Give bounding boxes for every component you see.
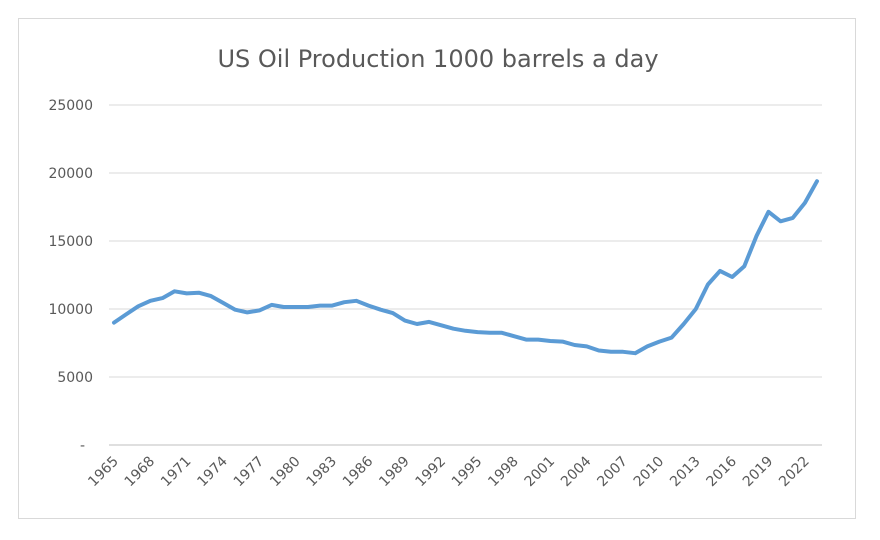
- x-tick-label: 2004: [558, 453, 595, 490]
- x-tick-label: 1995: [449, 454, 486, 491]
- x-tick-label: 1992: [413, 454, 450, 491]
- x-axis-tick-labels: 1965 1968 1971 1974 1977 1980 1983 1986 1989 1992…: [85, 453, 812, 490]
- x-tick-label: 2013: [667, 454, 704, 491]
- y-tick-label: 15000: [48, 234, 93, 250]
- series-line-us-oil-production: [112, 179, 819, 356]
- y-tick-label: 25000: [48, 98, 93, 114]
- y-tick-label: 5000: [57, 370, 93, 386]
- x-tick-label: 1986: [340, 453, 377, 490]
- y-tick-label: 10000: [48, 302, 93, 318]
- x-tick-label: 2019: [740, 454, 777, 491]
- x-tick-label: 2010: [631, 454, 668, 491]
- x-tick-label: 1983: [303, 454, 340, 491]
- x-tick-label: 1968: [122, 454, 159, 491]
- gridlines: [109, 104, 822, 446]
- x-tick-label: 2007: [594, 454, 631, 491]
- x-tick-label: 1989: [376, 454, 413, 491]
- chart-title: US Oil Production 1000 barrels a day: [217, 45, 658, 73]
- x-tick-label: 1980: [267, 454, 304, 491]
- x-tick-label: 1974: [194, 453, 231, 490]
- x-tick-label: 1971: [158, 454, 195, 491]
- x-tick-label: 1998: [485, 454, 522, 491]
- x-tick-label: 2016: [703, 453, 740, 490]
- x-tick-label: 2001: [522, 454, 559, 491]
- y-axis-tick-labels: - 5000 10000 15000 20000 25000: [48, 98, 93, 454]
- x-tick-label: 1965: [85, 454, 122, 491]
- series-layer: [112, 179, 819, 356]
- y-tick-label: -: [80, 438, 85, 454]
- chart-frame: US Oil Production 1000 barrels a day - 50…: [18, 18, 856, 519]
- x-tick-label: 1977: [231, 454, 268, 491]
- x-tick-label: 2022: [776, 454, 813, 491]
- line-chart: US Oil Production 1000 barrels a day - 50…: [48, 45, 822, 490]
- y-tick-label: 20000: [48, 166, 93, 182]
